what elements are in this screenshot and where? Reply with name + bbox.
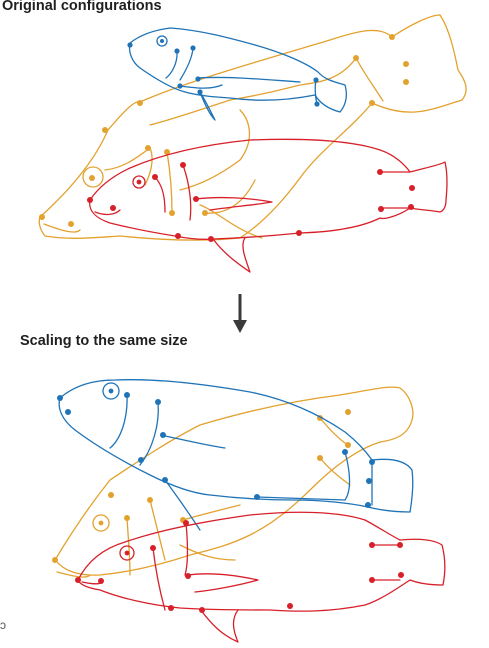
blue-fish-original-landmarks	[127, 39, 320, 107]
red-fish-scaled-landmarks	[75, 520, 404, 613]
orange-fish-scaled-landmarks	[52, 409, 351, 563]
red-fish-original-landmarks	[87, 162, 415, 242]
scaling-arrow	[233, 294, 247, 333]
red-fish-original	[89, 138, 448, 273]
stray-mark: ɔ	[0, 618, 6, 632]
blue-fish-original	[128, 27, 347, 121]
red-fish-scaled	[77, 511, 446, 643]
panel-title-scaled: Scaling to the same size	[20, 333, 188, 349]
blue-fish-scaled-landmarks	[57, 388, 375, 508]
orange-fish-original-landmarks	[39, 34, 409, 227]
panel-title-original: Original configurations	[2, 0, 162, 14]
blue-fish-scaled	[58, 379, 414, 531]
